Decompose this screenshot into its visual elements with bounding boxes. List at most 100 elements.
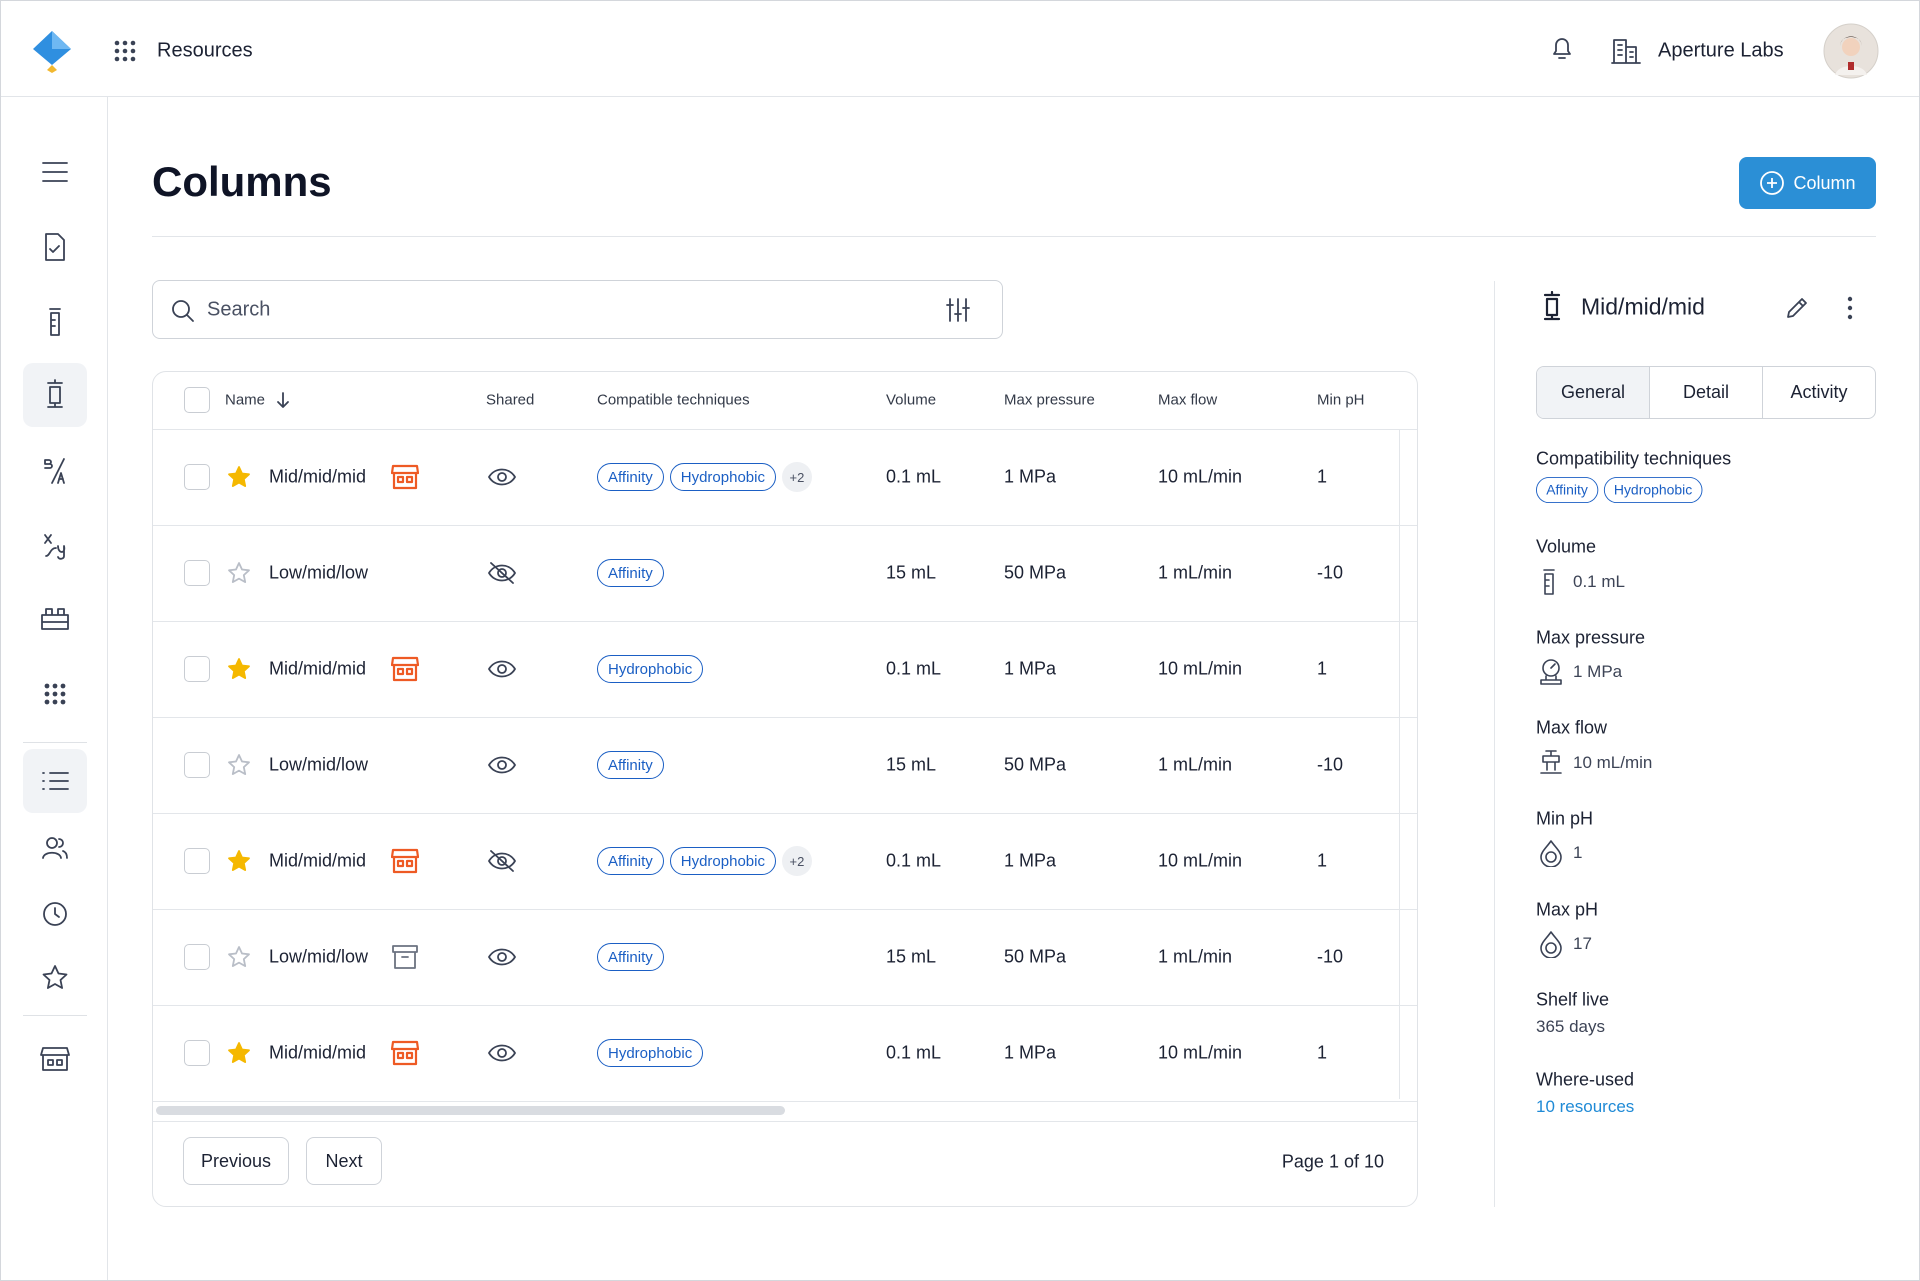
icon-shape	[1847, 314, 1853, 320]
list-icon[interactable]	[40, 769, 70, 793]
cell-min-ph: -10	[1317, 754, 1344, 775]
grid-icon[interactable]	[43, 682, 67, 706]
row-divider	[153, 621, 1417, 622]
add-button-label: Column	[1793, 172, 1856, 193]
icon-shape	[488, 660, 516, 678]
column-icon[interactable]	[43, 379, 67, 411]
apps-icon[interactable]	[113, 39, 137, 63]
more-tags[interactable]: +2	[781, 846, 812, 876]
edit-icon[interactable]	[1784, 295, 1810, 321]
sidebar-sep	[23, 742, 87, 743]
shared-icon[interactable]	[487, 753, 517, 777]
technique-tag[interactable]: Hydrophobic	[597, 655, 704, 683]
add-button[interactable]: Column	[1739, 157, 1876, 209]
technique-tag[interactable]: Affinity	[597, 943, 664, 971]
avatar[interactable]	[1823, 23, 1879, 79]
star-empty[interactable]	[227, 753, 251, 777]
icon-shape	[488, 948, 516, 966]
technique-tag[interactable]: Hydrophobic	[669, 847, 776, 875]
star-empty[interactable]	[227, 945, 251, 969]
checkbox[interactable]	[184, 848, 210, 874]
technique-tag[interactable]: Affinity	[597, 751, 664, 779]
checkbox[interactable]	[184, 1040, 210, 1066]
bell-icon[interactable]	[1549, 35, 1575, 63]
logo[interactable]	[31, 29, 73, 73]
sort-icon[interactable]	[275, 391, 291, 409]
scrollbar[interactable]	[156, 1106, 785, 1115]
checkbox[interactable]	[184, 560, 210, 586]
technique-tag[interactable]: Affinity	[597, 463, 664, 491]
vial-icon[interactable]	[46, 307, 64, 339]
shared-icon[interactable]	[487, 1041, 517, 1065]
technique-tag[interactable]: Affinity	[1536, 477, 1599, 504]
field-label: Where-used	[1536, 1069, 1635, 1090]
technique-tag[interactable]: Affinity	[597, 559, 664, 587]
where-used-link[interactable]: 10 resources	[1536, 1097, 1635, 1116]
clock-icon[interactable]	[42, 901, 68, 927]
tab[interactable]: General	[1537, 367, 1649, 418]
cell-max-pressure: 50 MPa	[1004, 562, 1067, 583]
org-name[interactable]: Aperture Labs	[1658, 39, 1784, 62]
icon-shape	[1767, 178, 1778, 188]
icon-shape	[1835, 66, 1867, 75]
checkbox[interactable]	[184, 752, 210, 778]
shared-icon[interactable]	[487, 945, 517, 969]
icon-shape	[490, 850, 514, 872]
field-label: Max pH	[1536, 899, 1599, 920]
technique-tag[interactable]: Hydrophobic	[597, 1039, 704, 1067]
panel-divider	[1494, 281, 1495, 1207]
icon-shape	[122, 40, 128, 46]
store-icon[interactable]	[40, 1045, 70, 1073]
xy-icon[interactable]	[42, 532, 68, 560]
icon-shape	[392, 945, 418, 969]
rack-icon[interactable]	[39, 605, 71, 633]
star-filled[interactable]	[227, 849, 251, 873]
cell-volume: 0.1 mL	[886, 850, 942, 871]
search-box[interactable]	[152, 280, 1003, 339]
store-badge	[391, 656, 419, 682]
users-icon[interactable]	[41, 836, 69, 860]
next-button[interactable]: Next	[306, 1137, 382, 1185]
row-name: Mid/mid/mid	[269, 850, 367, 871]
column-header[interactable]: Name	[225, 391, 266, 409]
technique-tag[interactable]: Hydrophobic	[669, 463, 776, 491]
icon-shape	[1543, 569, 1555, 595]
previous-button[interactable]: Previous	[183, 1137, 289, 1185]
not-shared-icon[interactable]	[487, 561, 517, 585]
tab[interactable]: Detail	[1649, 367, 1762, 418]
star-filled[interactable]	[227, 1041, 251, 1065]
star-empty[interactable]	[227, 561, 251, 585]
technique-tag[interactable]: Hydrophobic	[1603, 477, 1703, 504]
icon-shape	[122, 56, 128, 62]
header-rule	[153, 429, 1417, 430]
menu-icon[interactable]	[41, 159, 69, 185]
more-tags[interactable]: +2	[781, 462, 812, 492]
filter-icon[interactable]	[945, 297, 971, 323]
checkbox[interactable]	[184, 944, 210, 970]
checkbox[interactable]	[184, 656, 210, 682]
tab[interactable]: Activity	[1762, 367, 1875, 418]
icon-shape	[497, 472, 507, 482]
org-icon[interactable]	[1611, 37, 1641, 65]
app-name[interactable]: Resources	[157, 39, 253, 62]
checkbox[interactable]	[184, 464, 210, 490]
star-filled[interactable]	[227, 465, 251, 489]
star-icon[interactable]	[41, 964, 69, 990]
icon-shape	[52, 699, 58, 705]
shared-icon[interactable]	[487, 465, 517, 489]
icon-shape	[228, 850, 250, 871]
not-shared-icon[interactable]	[487, 849, 517, 873]
doc-icon[interactable]	[43, 232, 67, 262]
cell-max-pressure: 50 MPa	[1004, 754, 1067, 775]
icon-shape	[228, 754, 250, 775]
icon-shape	[391, 848, 419, 874]
star-filled[interactable]	[227, 657, 251, 681]
more-icon[interactable]	[1845, 296, 1855, 320]
icon-shape	[1553, 38, 1571, 59]
cell-min-ph: 1	[1317, 850, 1328, 871]
technique-tag[interactable]: Affinity	[597, 847, 664, 875]
formula-icon[interactable]	[42, 457, 68, 485]
field-value: 0.1 mL	[1573, 572, 1625, 591]
checkbox[interactable]	[184, 387, 210, 413]
shared-icon[interactable]	[487, 657, 517, 681]
